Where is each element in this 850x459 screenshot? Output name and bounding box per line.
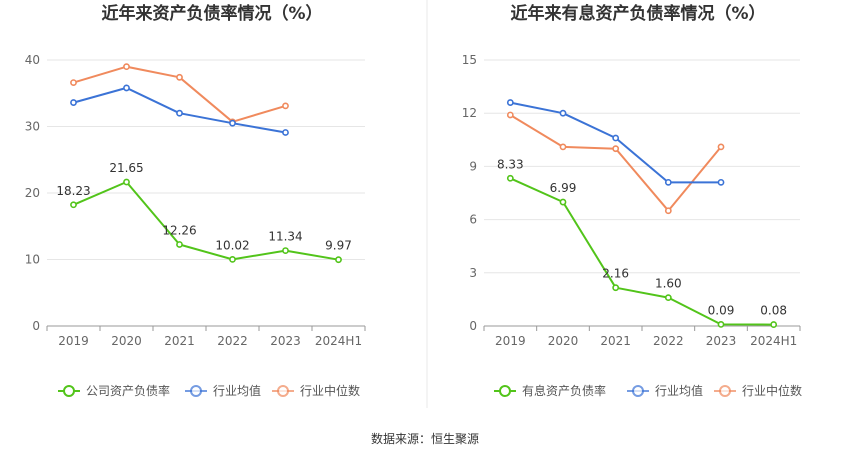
data-point [282,129,289,136]
data-point [717,143,725,151]
data-point [664,294,672,302]
data-point [612,145,620,153]
y-tick-label: 0 [469,319,477,333]
data-label: 12.26 [162,223,196,237]
legend-marker [190,385,202,397]
data-point [335,256,342,264]
data-point [559,143,567,151]
series-line [509,177,774,326]
data-point [176,241,183,248]
data-point [664,207,672,215]
y-tick-label: 12 [462,106,477,120]
data-point [559,109,567,117]
data-point [612,134,620,142]
chart-title: 近年来资产负债率情况（%） [101,3,322,24]
data-label: 1.60 [655,277,682,291]
data-point [559,198,567,206]
data-source-note: 数据来源：恒生聚源 [371,431,479,446]
y-tick-label: 3 [469,266,477,280]
legend-marker [719,385,731,397]
legend-label: 行业中位数 [742,383,802,398]
legend-label: 行业均值 [213,383,261,398]
x-tick-label: 2024H1 [750,334,797,348]
data-point [282,102,289,110]
data-label: 18.23 [56,184,90,198]
data-point [229,255,236,263]
legend-marker [63,385,75,397]
data-label: 6.99 [550,181,577,195]
y-tick-label: 0 [32,319,40,333]
legend-marker [632,385,644,397]
y-tick-label: 10 [25,253,40,267]
legend-marker [499,385,511,397]
x-tick-label: 2022 [653,334,684,348]
y-tick-label: 9 [469,159,477,173]
data-point [70,79,77,87]
data-point [123,63,130,71]
data-point [176,73,183,81]
x-tick-label: 2024H1 [315,334,362,348]
x-tick-label: 2019 [58,334,89,348]
data-point [506,174,514,182]
legend-label: 行业中位数 [300,383,360,398]
data-point [506,99,514,106]
y-tick-label: 6 [469,213,477,227]
data-point [282,247,289,254]
data-label: 21.65 [109,161,143,175]
data-label: 9.97 [325,239,352,253]
data-label: 0.09 [708,303,735,317]
data-point [229,119,236,127]
y-tick-label: 40 [25,53,40,67]
x-tick-label: 2023 [270,334,301,348]
y-tick-label: 30 [25,120,40,134]
data-point [506,111,514,119]
y-tick-label: 20 [25,186,40,200]
data-point [770,321,778,328]
data-point [176,109,183,117]
data-label: 0.08 [760,304,787,318]
chart-title: 近年来有息资产负债率情况（%） [510,3,765,24]
x-tick-label: 2022 [217,334,248,348]
x-tick-label: 2023 [706,334,737,348]
data-point [664,178,672,186]
data-point [70,99,77,106]
data-point [123,178,130,186]
data-label: 2.16 [602,267,629,281]
legend-label: 行业均值 [655,383,703,398]
data-point [70,201,77,209]
data-point [612,284,620,292]
legend-label: 公司资产负债率 [86,383,170,398]
x-tick-label: 2019 [495,334,526,348]
x-tick-label: 2020 [548,334,579,348]
series-line [510,101,721,184]
data-point [717,178,725,186]
y-tick-label: 15 [462,53,477,67]
x-tick-label: 2021 [164,334,195,348]
x-tick-label: 2020 [111,334,142,348]
series-line [509,114,722,212]
x-tick-label: 2021 [600,334,631,348]
series-line [73,181,339,261]
data-label: 11.34 [268,230,302,244]
data-label: 10.02 [215,238,249,252]
debt-ratio-chart: 近年来资产负债率情况（%） 0 10 20 30 40 2019 2020 2021 2022 2… [25,3,366,398]
legend-marker [277,385,289,397]
data-point [123,84,130,92]
data-label: 8.33 [497,157,524,171]
interest-bearing-debt-ratio-chart: 近年来有息资产负债率情况（%） 0 3 6 9 12 15 2019 2020 2021 2022… [462,3,802,398]
data-point [717,321,725,328]
legend-label: 有息资产负债率 [522,383,606,398]
